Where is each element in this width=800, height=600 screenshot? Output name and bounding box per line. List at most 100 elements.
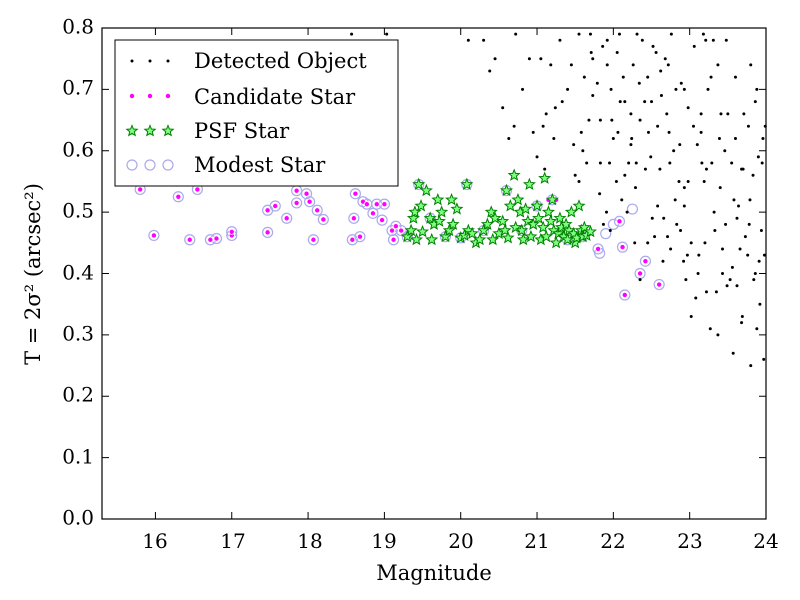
psf-star-point [507, 168, 521, 181]
candidate-star-point [310, 236, 317, 243]
detected-object-point [724, 222, 728, 226]
detected-object-point [573, 173, 577, 177]
psf-star-point [477, 223, 491, 237]
candidate-star-point [175, 193, 182, 200]
legend-markers [125, 59, 175, 171]
legend-label-detected: Detected Object [194, 49, 367, 73]
candidate-star-point [137, 186, 144, 193]
detected-object-point [558, 38, 562, 42]
detected-object-point [650, 216, 654, 220]
candidate-star-point [656, 281, 663, 288]
detected-object-point [700, 161, 704, 165]
candidate-star-point [228, 228, 235, 235]
psf-star-point [503, 199, 517, 212]
detected-object-point [711, 38, 715, 42]
modest-star-point [616, 241, 629, 253]
detected-object-point [714, 290, 718, 294]
ytick-label: 0.6 [62, 138, 94, 162]
detected-object-point [539, 57, 543, 61]
detected-object-point [716, 333, 720, 337]
candidate-star-point [194, 186, 201, 193]
candidate-star-point [320, 216, 327, 223]
candidate-star-point [349, 236, 356, 243]
legend-marker-detected [166, 59, 170, 63]
detected-object-point [704, 167, 708, 171]
detected-object-point [694, 296, 698, 300]
detected-object-point [682, 186, 686, 190]
xtick-label: 17 [220, 529, 245, 553]
xtick-label: 20 [448, 529, 473, 553]
detected-object-point [735, 284, 739, 288]
detected-object-point [678, 143, 682, 147]
psf-star-point [473, 232, 487, 246]
candidate-star-point [264, 207, 271, 214]
detected-object-point [753, 100, 757, 104]
modest-star-point [148, 229, 160, 242]
detected-object-point [633, 241, 637, 245]
detected-object-point [541, 124, 545, 128]
candidate-star-point [390, 236, 397, 243]
psf-star-point [541, 205, 555, 218]
detected-object-point [747, 222, 751, 226]
detected-object-point [758, 302, 762, 306]
modest-star-point [395, 224, 407, 237]
psf-star-point [431, 192, 445, 206]
detected-object-point [674, 87, 678, 91]
detected-object-point [650, 100, 654, 104]
psf-star-point [521, 214, 535, 227]
detected-object-point [720, 272, 724, 275]
detected-object-point [566, 87, 570, 91]
modest-star-point [613, 215, 626, 227]
detected-object-point [708, 327, 712, 331]
legend-marker-modest [144, 159, 156, 171]
detected-object-point [668, 161, 672, 165]
detected-object-point [717, 136, 721, 140]
candidate-star-point [637, 270, 644, 277]
detected-object-point [560, 100, 564, 104]
candidate-star-point [272, 202, 279, 209]
detected-object-point [665, 112, 669, 116]
detected-object-point [646, 241, 650, 245]
detected-object-point [623, 100, 627, 104]
psf-star-point [536, 220, 550, 234]
detected-object-point [755, 327, 759, 331]
detected-object-point [640, 38, 644, 42]
detected-object-point [692, 44, 696, 48]
psf-star-point [416, 224, 430, 238]
detected-object-point [685, 253, 689, 257]
ytick-label: 0.1 [62, 445, 94, 469]
detected-object-point [733, 136, 737, 140]
candidate-star-point [621, 291, 628, 298]
detected-object-point [761, 136, 765, 140]
detected-object-point [679, 81, 683, 85]
detected-object-point [577, 179, 581, 183]
detected-object-point [743, 235, 747, 239]
detected-object-point [666, 63, 670, 67]
psf-star-point [409, 232, 423, 246]
detected-object-point [577, 32, 581, 36]
detected-object-point [762, 253, 766, 257]
detected-object-point [735, 216, 739, 220]
detected-object-point [753, 272, 757, 275]
candidate-star-point [303, 190, 310, 197]
detected-object-point [742, 112, 746, 116]
psf-star-point [545, 192, 559, 206]
candidate-star-point [392, 223, 399, 230]
detected-object-point [663, 57, 667, 61]
detected-object-point [591, 57, 595, 61]
detected-object-point [610, 118, 614, 122]
detected-object-point [733, 75, 737, 79]
detected-object-point [482, 38, 486, 42]
detected-object-point [738, 247, 742, 251]
candidate-star-point [150, 232, 157, 239]
detected-object-point [614, 179, 618, 183]
detected-object-point [543, 167, 547, 171]
psf-star-point [465, 226, 479, 240]
psf-star-point [526, 217, 540, 230]
detected-object-point [638, 278, 642, 282]
detected-object-point [658, 167, 662, 171]
detected-object-point [686, 179, 690, 183]
modest-star-point [626, 203, 639, 215]
candidate-star-point [369, 210, 376, 217]
candidate-star-point [379, 217, 386, 224]
